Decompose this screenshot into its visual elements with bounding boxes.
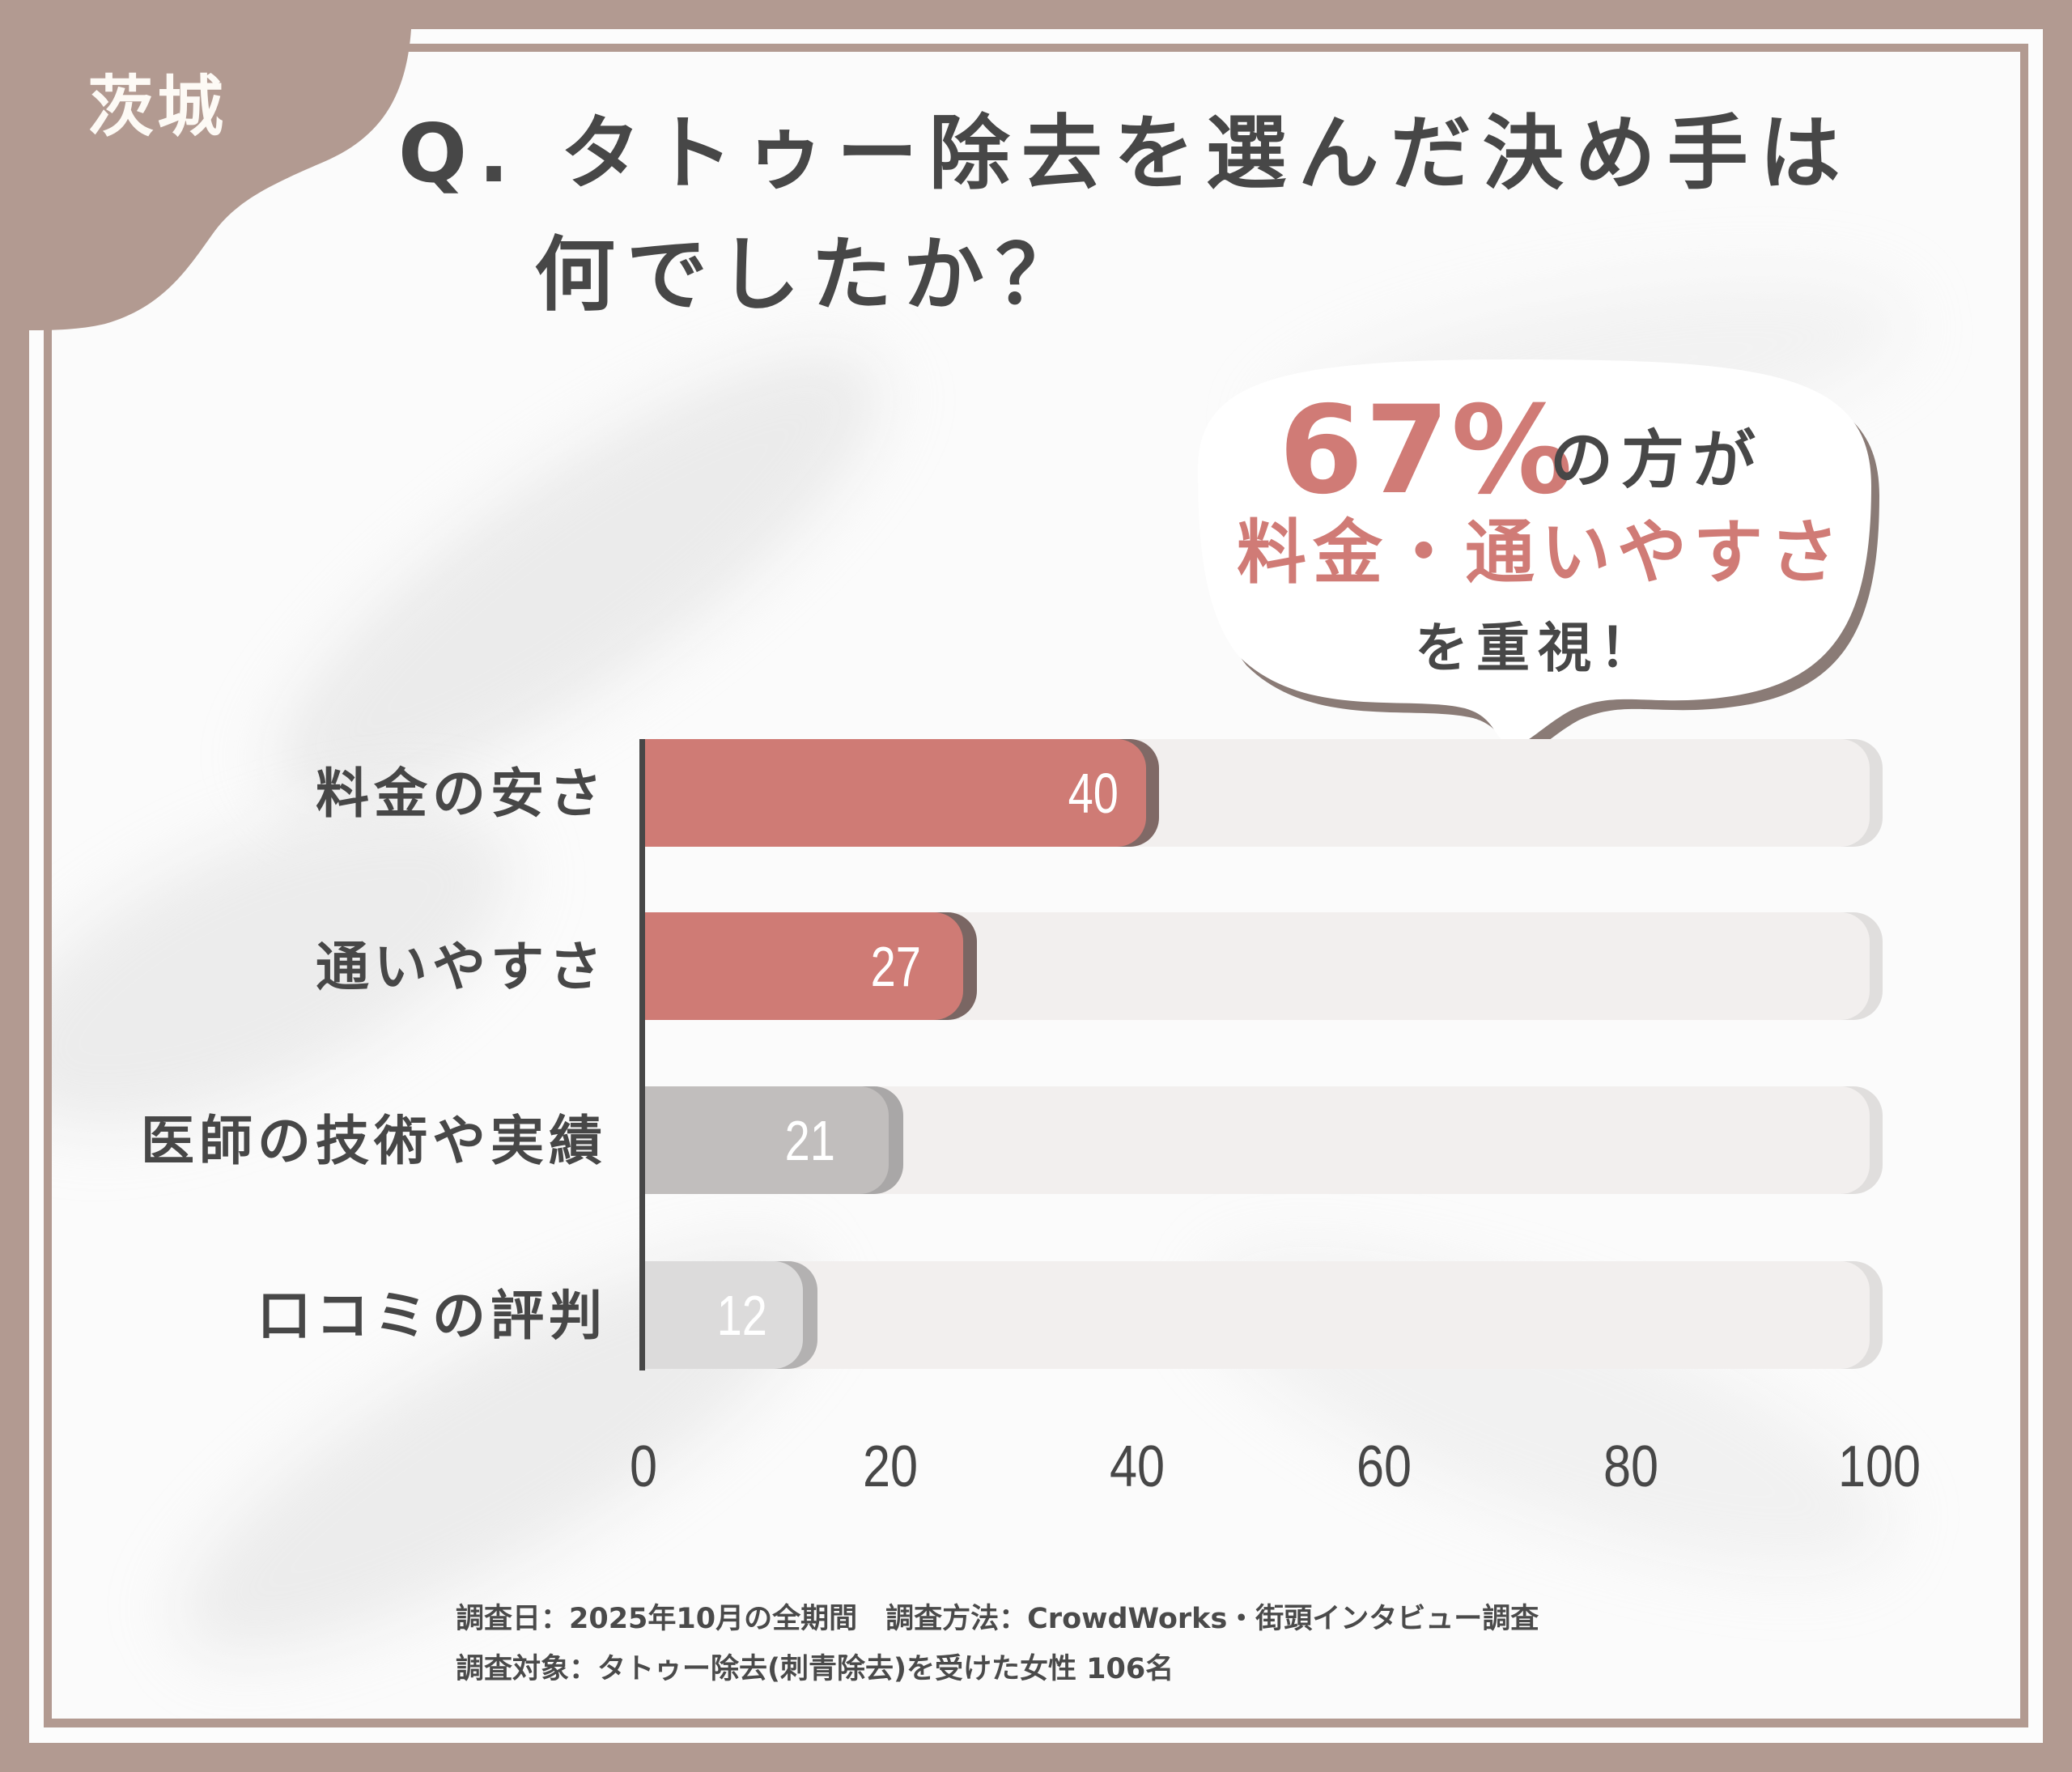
question-title-line2: 何でしたか？ <box>534 227 1088 322</box>
callout-emphasis: を重視！ <box>1415 617 1661 679</box>
bar-value: 27 <box>870 935 921 998</box>
category-label: 料金の安さ <box>316 763 607 825</box>
x-tick: 80 <box>1603 1434 1659 1499</box>
bar-row-2: 27 <box>645 912 963 1020</box>
bar-row-1: 40 <box>645 739 1146 847</box>
background-wisp <box>1170 1188 1928 1636</box>
y-axis-line <box>639 739 645 1370</box>
category-label: 医師の技術や実績 <box>141 1110 607 1172</box>
corner-tab-shape <box>0 0 453 372</box>
bar-value: 21 <box>784 1109 835 1172</box>
bar-row-3: 21 <box>645 1086 889 1194</box>
category-label: 通いやすさ <box>316 936 607 998</box>
callout-reasons: 料金・通いやすさ <box>1237 512 1845 593</box>
survey-note-line2: 調査対象：タトゥー除去(刺青除去)を受けた女性 106名 <box>456 1653 1174 1685</box>
x-tick: 60 <box>1356 1434 1412 1499</box>
bar-row-4: 12 <box>645 1261 803 1369</box>
bar-value: 40 <box>1068 762 1119 825</box>
x-tick: 20 <box>862 1434 919 1499</box>
callout-percent-suffix: の方が <box>1550 424 1764 497</box>
x-tick: 100 <box>1837 1434 1921 1499</box>
background-wisp <box>129 1179 865 1719</box>
speech-bubble <box>1198 359 1879 755</box>
bar-value: 12 <box>716 1284 767 1347</box>
region-label: 茨城 <box>87 69 227 146</box>
callout-percent: 67% <box>1279 380 1575 521</box>
x-tick: 0 <box>629 1434 658 1499</box>
x-tick: 40 <box>1109 1434 1166 1499</box>
question-title-line1: Q. タトゥー除去を選んだ決め手は <box>398 106 1852 201</box>
survey-note-line1: 調査日：2025年10月の全期間 調査方法：CrowdWorks・街頭インタビュ… <box>456 1603 1539 1635</box>
category-label: 口コミの評判 <box>257 1285 607 1347</box>
content-panel <box>52 52 2020 1719</box>
bar-track <box>645 1261 1870 1369</box>
